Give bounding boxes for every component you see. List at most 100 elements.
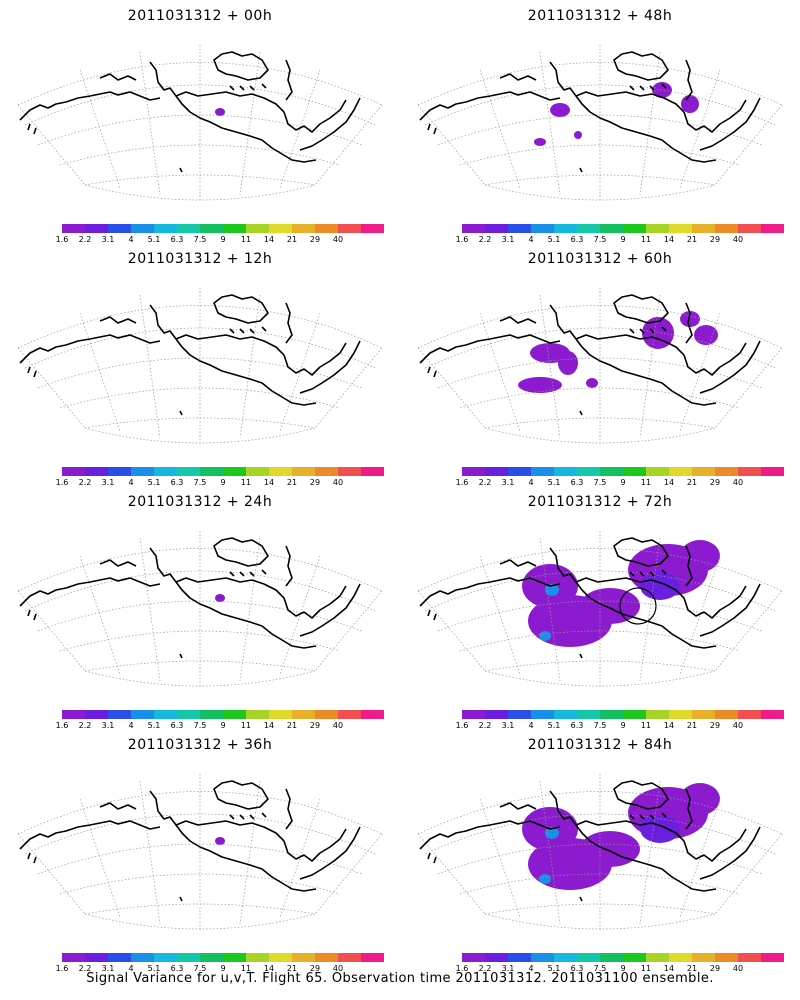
colorbar-labels: 1.6 2.2 3.1 4 5.1 6.3 7.5 9 11 14 21 29 40: [52, 721, 352, 731]
colorbar-swatch: [508, 710, 531, 719]
colorbar-swatch: [85, 467, 108, 476]
colorbar-labels: 1.6 2.2 3.1 4 5.1 6.3 7.5 9 11 14 21 29 40: [452, 964, 752, 974]
polar-stereographic-map: [417, 287, 783, 444]
colorbar-swatch: [738, 467, 761, 476]
colorbar-tick-label: 3.1: [501, 721, 515, 730]
colorbar-tick-label: 3.1: [101, 478, 115, 487]
colorbar-tick-label: 29: [709, 235, 721, 244]
colorbar-tick-label: 3.1: [501, 235, 515, 244]
colorbar-tick-label: 4: [128, 721, 134, 730]
colorbar-swatch: [292, 224, 315, 233]
colorbar-swatch: [292, 710, 315, 719]
variance-region: [680, 783, 720, 815]
colorbar-swatch: [761, 953, 784, 962]
colorbar-tick-label: 7.5: [193, 235, 207, 244]
colorbar-tick-label: 11: [240, 235, 252, 244]
colorbar-tick-label: 5.1: [547, 721, 561, 730]
colorbar-tick-label: 5.1: [547, 964, 561, 973]
panel-title: 2011031312 + 36h: [127, 737, 273, 753]
colorbar-tick-label: 7.5: [193, 964, 207, 973]
colorbar-tick-label: 6.3: [170, 478, 184, 487]
colorbar-swatch: [485, 224, 508, 233]
colorbar-swatch: [292, 467, 315, 476]
signal-contours: [215, 108, 225, 116]
colorbar-swatch: [485, 710, 508, 719]
colorbar-tick-label: 7.5: [593, 478, 607, 487]
colorbar-tick-label: 4: [128, 235, 134, 244]
colorbar-labels: 1.6 2.2 3.1 4 5.1 6.3 7.5 9 11 14 21 29 40: [452, 721, 752, 731]
colorbar-tick-label: 11: [640, 721, 652, 730]
colorbar-tick-label: 14: [663, 235, 675, 244]
colorbar-swatch: [85, 710, 108, 719]
forecast-panel: 2011031312 + 36h 1.6 2.2 3.1 4 5.1 6.3 7.5 9 11 14…: [0, 729, 400, 974]
colorbar-tick-label: 29: [709, 964, 721, 973]
colorbar-swatch: [646, 710, 669, 719]
colorbar-swatch: [177, 710, 200, 719]
colorbar-tick-label: 1.6: [455, 235, 469, 244]
colorbar-swatch: [269, 710, 292, 719]
basemap-coastlines: [417, 44, 783, 201]
colorbar-swatch: [246, 224, 269, 233]
colorbar-tick-label: 29: [309, 721, 321, 730]
variance-region: [640, 572, 680, 600]
colorbar-swatch: [108, 224, 131, 233]
polar-stereographic-map: [17, 773, 383, 930]
colorbar-swatch: [108, 710, 131, 719]
colorbar-swatch: [623, 710, 646, 719]
colorbar-tick-label: 21: [286, 478, 298, 487]
basemap-coastlines: [417, 287, 783, 444]
colorbar-swatch: [200, 710, 223, 719]
basemap-coastlines: [417, 773, 783, 930]
colorbar-swatch: [738, 224, 761, 233]
panel-title: 2011031312 + 00h: [127, 8, 273, 24]
colorbar-tick-label: 9: [220, 964, 226, 973]
colorbar-tick-label: 21: [286, 964, 298, 973]
colorbar-swatch: [246, 467, 269, 476]
colorbar-swatch: [761, 710, 784, 719]
signal-contours: [534, 82, 699, 146]
colorbar-tick-label: 7.5: [593, 235, 607, 244]
colorbar-swatch: [669, 710, 692, 719]
colorbar-tick-label: 1.6: [455, 964, 469, 973]
colorbar-tick-label: 21: [686, 478, 698, 487]
colorbar-swatch: [692, 224, 715, 233]
colorbar-swatch: [338, 710, 361, 719]
colorbar-tick-label: 11: [240, 964, 252, 973]
colorbar-labels: 1.6 2.2 3.1 4 5.1 6.3 7.5 9 11 14 21 29 40: [52, 964, 352, 974]
colorbar-swatch: [200, 224, 223, 233]
panel-title: 2011031312 + 12h: [127, 251, 273, 267]
colorbar-swatch: [177, 224, 200, 233]
colorbar-tick-label: 9: [620, 235, 626, 244]
colorbar-tick-label: 1.6: [55, 235, 69, 244]
colorbar-tick-label: 2.2: [78, 964, 92, 973]
signal-contours: [215, 837, 225, 845]
colorbar-swatch: [361, 467, 384, 476]
panel-title: 2011031312 + 84h: [527, 737, 673, 753]
colorbar-tick-label: 4: [128, 964, 134, 973]
colorbar-swatch: [531, 953, 554, 962]
colorbar-swatch: [646, 953, 669, 962]
colorbar-tick-label: 14: [663, 721, 675, 730]
forecast-panel: 2011031312 + 60h 1.6 2.2 3.1 4 5.1 6.3 7.5 9 11 14…: [400, 243, 800, 488]
colorbar-tick-label: 4: [528, 721, 534, 730]
colorbar-tick-label: 7.5: [193, 721, 207, 730]
colorbar-tick-label: 9: [620, 478, 626, 487]
variance-region: [642, 317, 674, 349]
colorbar-swatch: [223, 710, 246, 719]
colorbar-swatch: [577, 467, 600, 476]
colorbar: [62, 953, 384, 962]
colorbar-tick-label: 9: [220, 721, 226, 730]
colorbar-tick-label: 29: [309, 478, 321, 487]
colorbar: [462, 953, 784, 962]
colorbar-swatch: [108, 953, 131, 962]
colorbar-swatch: [508, 953, 531, 962]
colorbar-tick-label: 1.6: [55, 478, 69, 487]
colorbar-swatch: [269, 224, 292, 233]
colorbar-swatch: [600, 467, 623, 476]
colorbar-tick-label: 11: [240, 478, 252, 487]
signal-contours: [215, 594, 225, 602]
colorbar-tick-label: 6.3: [170, 964, 184, 973]
variance-region: [215, 837, 225, 845]
colorbar-swatch: [131, 710, 154, 719]
colorbar-tick-label: 5.1: [547, 235, 561, 244]
